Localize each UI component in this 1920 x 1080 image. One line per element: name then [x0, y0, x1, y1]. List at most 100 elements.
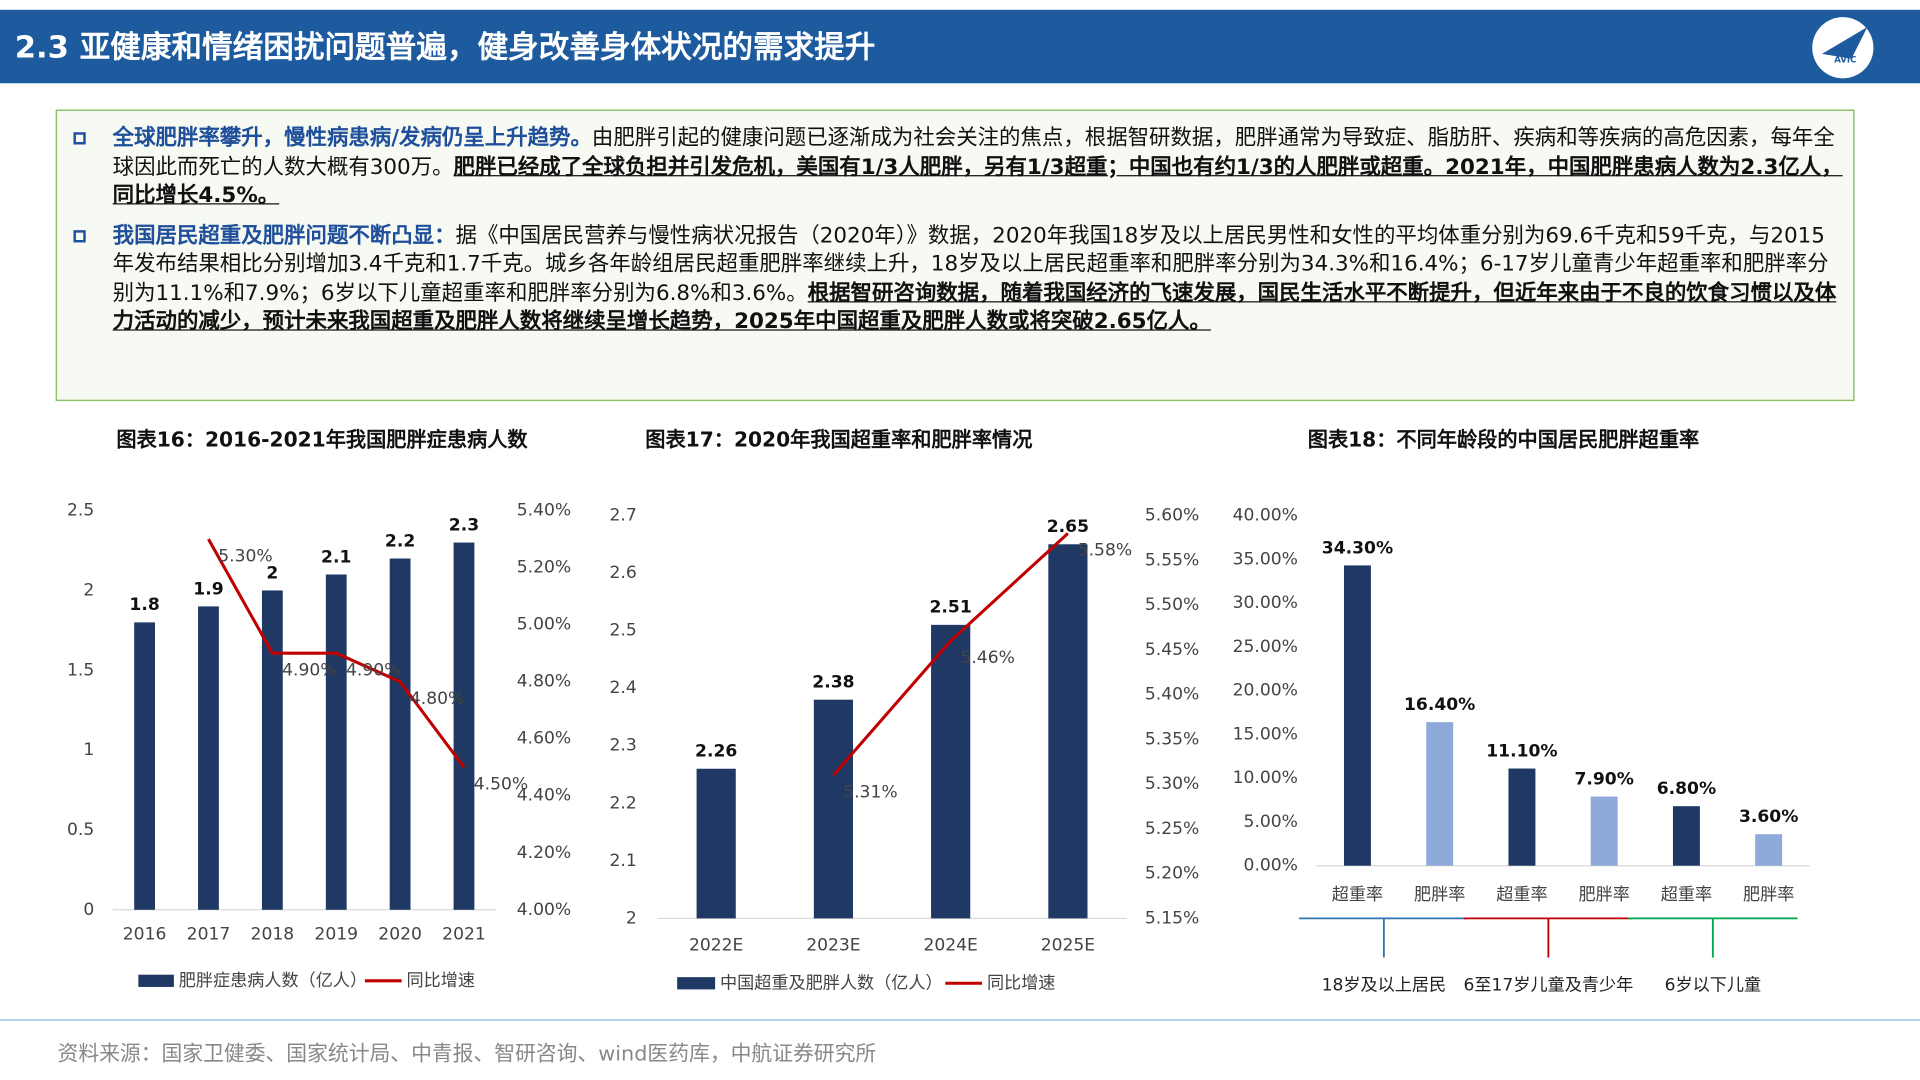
bar	[1672, 806, 1700, 866]
bar	[325, 574, 347, 910]
bullet-body: 据《中国居民营养与慢性病状况报告（2020年）》数据，2020年我国18岁及以上…	[112, 223, 1829, 306]
header-title: 2.3 亚健康和情绪困扰问题普遍，健身改善身体状况的需求提升	[15, 29, 876, 65]
x-tick-label: 2023E	[806, 935, 860, 955]
y-tick-label: 2.4	[609, 678, 636, 698]
bar-value-label: 2.2	[385, 531, 415, 551]
y-tick-label: 2.5	[609, 621, 636, 641]
line-value-label: 5.31%	[843, 782, 897, 802]
bar	[261, 590, 283, 910]
y2-tick-label: 5.20%	[517, 558, 571, 578]
y-tick-label: 15.00%	[1233, 724, 1298, 744]
bar	[1590, 796, 1618, 866]
y2-tick-label: 5.55%	[1145, 550, 1199, 570]
x-tick-label: 2018	[251, 924, 295, 944]
group-label: 18岁及以上居民	[1322, 976, 1447, 996]
chart-title: 图表18：不同年龄段的中国居民肥胖超重率	[1308, 427, 1699, 451]
y2-tick-label: 5.15%	[1145, 908, 1199, 928]
legend-swatch	[677, 977, 716, 990]
x-tick-label: 2021	[442, 924, 486, 944]
y2-tick-label: 4.80%	[517, 672, 571, 692]
bar-value-label: 2.65	[1047, 517, 1089, 537]
bar-value-label: 2	[266, 563, 278, 583]
bar-value-label: 34.30%	[1322, 538, 1393, 558]
y2-tick-label: 5.30%	[1145, 774, 1199, 794]
x-tick-label: 2022E	[689, 935, 743, 955]
line-value-label: 4.90%	[282, 660, 336, 680]
y-tick-label: 2	[83, 580, 94, 600]
y-tick-label: 0.5	[67, 820, 94, 840]
legend-label: 肥胖症患病人数（亿人）	[179, 971, 367, 991]
bar	[134, 622, 155, 910]
x-tick-label: 2017	[187, 924, 231, 944]
bar-value-label: 6.80%	[1657, 779, 1716, 799]
bar	[1426, 722, 1454, 866]
bullet-lead: 我国居民超重及肥胖问题不断凸显：	[112, 223, 456, 248]
y-tick-label: 2.7	[609, 506, 636, 526]
y-tick-label: 1	[83, 740, 94, 760]
group-label: 6岁以下儿童	[1665, 976, 1762, 996]
y2-tick-label: 5.35%	[1145, 729, 1199, 749]
x-tick-label: 2019	[314, 924, 358, 944]
line-value-label: 5.46%	[960, 648, 1014, 668]
legend-label: 同比增速	[407, 971, 475, 991]
y2-tick-label: 5.25%	[1145, 819, 1199, 839]
bullet-emphasis: 肥胖已经成了全球负担并引发危机，美国有1/3人肥胖，另有1/3超重；中国也有约1…	[112, 154, 1843, 209]
bar-value-label: 16.40%	[1404, 695, 1475, 715]
x-tick-label: 超重率	[1661, 885, 1712, 905]
bar	[453, 542, 475, 910]
y2-tick-label: 4.60%	[517, 729, 571, 749]
y-tick-label: 40.00%	[1233, 506, 1298, 526]
bullets: 全球肥胖率攀升，慢性病患病/发病仍呈上升趋势。由肥胖引起的健康问题已逐渐成为社会…	[56, 125, 1844, 337]
line-value-label: 4.80%	[410, 689, 464, 709]
x-tick-label: 2024E	[923, 935, 977, 955]
x-tick-label: 肥胖率	[1743, 885, 1794, 905]
y2-tick-label: 5.45%	[1145, 640, 1199, 660]
group-label: 6至17岁儿童及青少年	[1464, 976, 1634, 996]
y-tick-label: 0.00%	[1244, 856, 1298, 876]
bar-value-label: 2.38	[812, 673, 854, 693]
line-value-label: 5.30%	[218, 546, 272, 566]
bar	[198, 606, 219, 910]
y2-tick-label: 5.50%	[1145, 595, 1199, 615]
line-value-label: 4.50%	[474, 774, 528, 794]
bullet-lead: 全球肥胖率攀升，慢性病患病/发病仍呈上升趋势。	[112, 126, 592, 151]
x-tick-label: 超重率	[1496, 885, 1547, 905]
y-tick-label: 35.00%	[1233, 549, 1298, 569]
bar-value-label: 2.26	[695, 742, 737, 762]
y2-tick-label: 5.00%	[517, 615, 571, 635]
y-tick-label: 2.1	[609, 851, 636, 871]
x-tick-label: 2016	[123, 924, 167, 944]
bar	[931, 624, 971, 919]
x-tick-label: 超重率	[1332, 885, 1383, 905]
y2-tick-label: 5.40%	[1145, 685, 1199, 705]
bar	[389, 558, 411, 910]
source: 资料来源：国家卫健委、国家统计局、中青报、智研咨询、wind医药库，中航证券研究…	[58, 1041, 877, 1065]
line-value-label: 5.58%	[1078, 541, 1132, 561]
y2-tick-label: 4.00%	[517, 900, 571, 920]
bar-value-label: 7.90%	[1574, 769, 1633, 789]
line-value-label: 4.90%	[346, 660, 400, 680]
header-bar	[0, 9, 1920, 84]
bar-value-label: 2.51	[930, 598, 972, 618]
logo-text: AVIC	[1834, 55, 1856, 65]
bar	[1755, 834, 1783, 866]
text-box-content: 全球肥胖率攀升，慢性病患病/发病仍呈上升趋势。由肥胖引起的健康问题已逐渐成为社会…	[56, 125, 1844, 337]
y-tick-label: 2.2	[609, 793, 636, 813]
bullet: 我国居民超重及肥胖问题不断凸显：据《中国居民营养与慢性病状况报告（2020年）》…	[56, 222, 1844, 337]
bar	[1343, 565, 1371, 866]
bar	[1508, 768, 1536, 866]
legend-swatch	[138, 974, 174, 987]
chart-title: 图表16：2016-2021年我国肥胖症患病人数	[116, 427, 528, 451]
y-tick-label: 25.00%	[1233, 637, 1298, 657]
x-tick-label: 肥胖率	[1414, 885, 1465, 905]
line-series	[832, 532, 1069, 777]
bar	[813, 699, 854, 919]
y2-tick-label: 5.60%	[1145, 506, 1199, 526]
bar	[696, 768, 736, 919]
bullet-body: 由肥胖引起的健康问题已逐渐成为社会关注的焦点，根据智研数据，肥胖通常为导致症、脂…	[112, 126, 1835, 180]
legend-label: 中国超重及肥胖人数（亿人）	[720, 973, 943, 993]
bar-value-label: 2.3	[449, 515, 479, 535]
y-tick-label: 2.5	[67, 501, 94, 521]
bar-value-label: 2.1	[321, 547, 351, 567]
